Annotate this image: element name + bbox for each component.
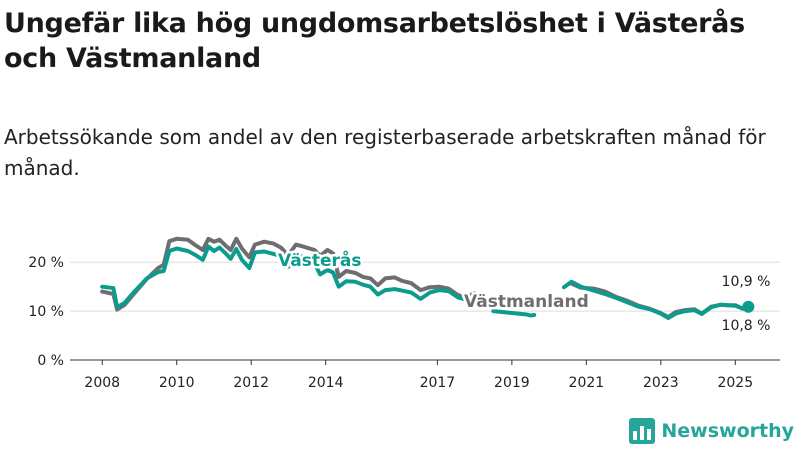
- y-tick-label: 10 %: [28, 304, 64, 320]
- vasteras-line: [491, 309, 537, 318]
- newsworthy-logo[interactable]: Newsworthy: [629, 418, 794, 444]
- x-tick-label: 2017: [420, 375, 456, 391]
- x-tick-label: 2023: [643, 375, 679, 391]
- end-value-vastmanland: 10,8 %: [722, 318, 771, 334]
- y-tick-label: 20 %: [28, 255, 64, 271]
- chart-subtitle: Arbetssökande som andel av den registerb…: [4, 125, 766, 180]
- x-tick-label: 2014: [308, 375, 344, 391]
- grid: [70, 261, 780, 312]
- x-tick-label: 2008: [84, 375, 120, 391]
- x-tick-label: 2021: [569, 375, 605, 391]
- bar-chart-logo-icon: [629, 418, 656, 444]
- labels: Västerås Västmanland 10,9 % 10,8 %: [276, 247, 771, 335]
- x-tick-label: 2010: [159, 375, 195, 391]
- chart-title: Ungefär lika hög ungdomsarbetslöshet i V…: [4, 8, 745, 74]
- vasteras-end-dot: [742, 300, 755, 313]
- vasteras-line: [562, 279, 751, 320]
- x-tick-label: 2025: [717, 375, 753, 391]
- end-value-vasteras: 10,9 %: [722, 274, 771, 290]
- vasteras-line: [100, 244, 475, 310]
- axes: 0 % 10 % 20 % 2008 2010 2012 2014 2017 2019 2021 2…: [28, 255, 780, 391]
- series-lines: [100, 236, 755, 320]
- x-tick-label: 2012: [233, 375, 269, 391]
- brand-name: Newsworthy: [661, 420, 794, 442]
- vastmanland-line: [100, 236, 477, 312]
- series-label-vasteras: Västerås: [278, 249, 361, 271]
- y-tick-label: 0 %: [37, 353, 64, 369]
- x-tick-label: 2019: [494, 375, 530, 391]
- series-label-vastmanland: Västmanland: [464, 292, 589, 312]
